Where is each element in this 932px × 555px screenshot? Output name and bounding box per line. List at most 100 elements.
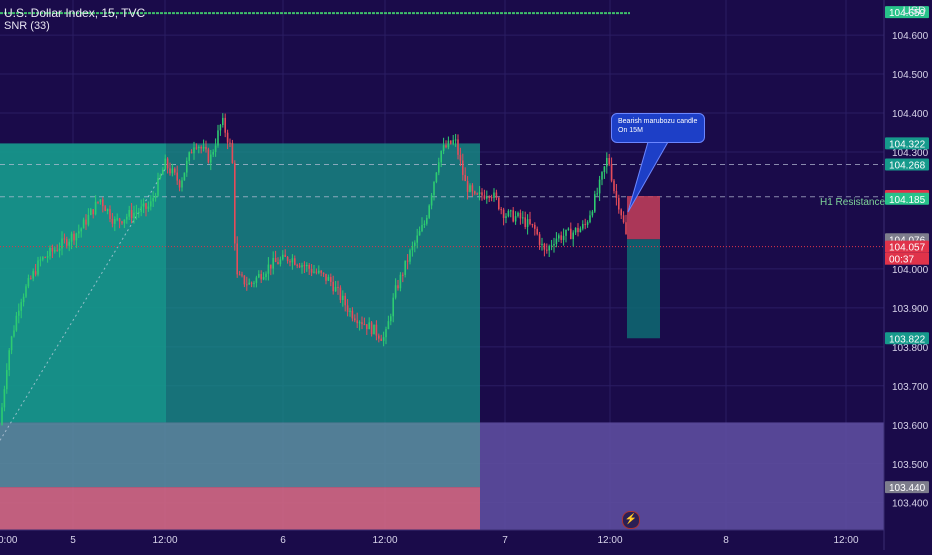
- candle-body: [210, 154, 212, 163]
- candle-body: [246, 284, 248, 286]
- candle-body: [440, 150, 442, 163]
- candle-body: [454, 139, 457, 141]
- candle-body: [541, 243, 543, 245]
- candle-body: [109, 209, 111, 219]
- candle-body: [466, 181, 469, 192]
- candle-body: [70, 233, 73, 242]
- price-badge: [885, 192, 929, 205]
- candle-body: [332, 281, 334, 292]
- candle-body: [39, 259, 42, 261]
- candle-body: [502, 209, 505, 218]
- candle-body: [178, 180, 181, 188]
- x-tick-label: 8: [723, 535, 729, 546]
- candle-body: [162, 169, 164, 175]
- indicator-label[interactable]: SNR (33): [4, 20, 50, 32]
- candle-body: [25, 286, 27, 297]
- candle-body: [217, 130, 219, 146]
- candle-body: [104, 206, 106, 212]
- y-tick-label: 104.300: [892, 148, 929, 159]
- candle-body: [248, 282, 250, 285]
- annotation-callout[interactable]: Bearish marubozu candle On 15M: [611, 113, 705, 143]
- x-tick-label: 5: [70, 535, 76, 546]
- candle-body: [294, 258, 296, 265]
- candle-body: [522, 217, 524, 219]
- candle-body: [18, 310, 20, 316]
- candle-body: [219, 125, 222, 131]
- candle-body: [392, 297, 394, 317]
- y-tick-label: 103.600: [892, 421, 929, 432]
- candle-body: [546, 249, 548, 251]
- candle-body: [123, 219, 126, 224]
- candle-body: [46, 256, 49, 258]
- candle-body: [474, 191, 476, 194]
- candle-body: [459, 154, 462, 161]
- candle-body: [289, 261, 291, 263]
- candle-body: [354, 318, 356, 321]
- candle-body: [51, 247, 54, 252]
- candle-body: [582, 224, 584, 229]
- candle-body: [138, 211, 140, 213]
- price-badge-label: 104.268: [889, 160, 926, 171]
- y-tick-label: 103.700: [892, 382, 929, 393]
- candle-body: [498, 197, 500, 210]
- candle-body: [531, 223, 534, 225]
- candle-body: [555, 238, 558, 244]
- candle-body: [8, 350, 10, 371]
- candle-body: [493, 192, 495, 198]
- candle-body: [428, 205, 430, 218]
- candle-body: [190, 152, 193, 154]
- candle-body: [366, 324, 368, 330]
- candle-body: [265, 273, 267, 278]
- price-badge-label: 103.822: [889, 334, 926, 345]
- candle-body: [198, 147, 200, 149]
- candle-body: [34, 271, 37, 275]
- candle-body: [145, 203, 147, 209]
- candle-body: [291, 258, 294, 263]
- candle-body: [505, 216, 507, 218]
- x-tick-label: 12:00: [597, 535, 622, 546]
- candle-body: [214, 145, 217, 153]
- candle-body: [130, 210, 133, 219]
- candle-body: [318, 270, 320, 273]
- candle-body: [618, 197, 620, 210]
- candle-body: [625, 222, 627, 235]
- candle-body: [56, 250, 58, 252]
- candle-body: [274, 257, 277, 262]
- candle-body: [174, 168, 176, 173]
- x-tick-label: 0:00: [0, 535, 18, 546]
- candle-body: [363, 324, 366, 326]
- candle-body: [286, 256, 289, 262]
- candle-body: [22, 296, 25, 303]
- x-tick-label: 12:00: [152, 535, 177, 546]
- countdown-badge: [885, 252, 929, 265]
- candle-body: [514, 216, 517, 222]
- candle-body: [157, 177, 159, 196]
- candle-body: [476, 193, 478, 195]
- candle-body: [54, 250, 56, 252]
- candle-body: [524, 217, 526, 227]
- candle-body: [397, 285, 399, 289]
- price-badge-label: 103.440: [889, 483, 926, 494]
- x-tick-label: 6: [280, 535, 286, 546]
- candle-body: [241, 274, 243, 276]
- candle-body: [150, 201, 152, 207]
- candle-body: [378, 335, 380, 339]
- currency-label: USD: [902, 5, 926, 17]
- candle-body: [193, 147, 195, 154]
- candle-body: [536, 228, 538, 235]
- lightning-icon[interactable]: ⚡: [622, 511, 640, 529]
- candle-body: [73, 233, 75, 241]
- candle-body: [78, 231, 80, 234]
- candle-body: [97, 201, 99, 203]
- candle-body: [550, 245, 553, 247]
- candle-body: [558, 235, 560, 239]
- candle-body: [94, 201, 97, 215]
- x-tick-label: 12:00: [833, 535, 858, 546]
- candle-body: [613, 180, 615, 192]
- candle-body: [262, 277, 265, 280]
- candle-body: [37, 260, 39, 275]
- candle-body: [75, 233, 78, 241]
- candle-body: [526, 219, 529, 227]
